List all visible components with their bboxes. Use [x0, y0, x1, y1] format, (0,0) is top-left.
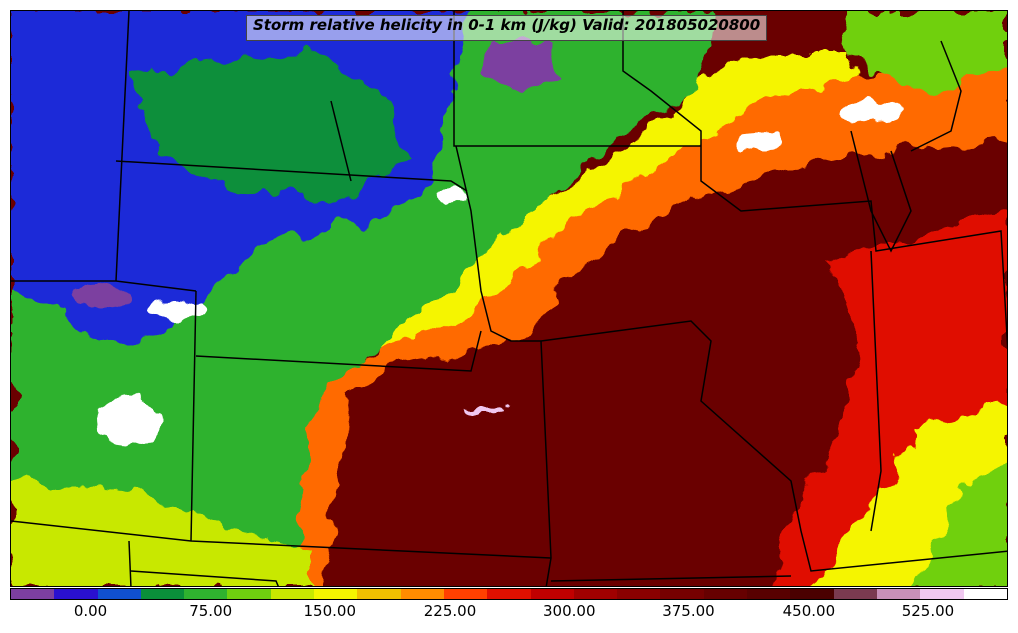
- colorbar-swatch: [747, 589, 791, 599]
- state-boundaries: [11, 11, 1007, 586]
- colorbar: [10, 588, 1008, 600]
- colorbar-swatch: [920, 589, 964, 599]
- colorbar-swatch: [660, 589, 704, 599]
- colorbar-swatch: [833, 589, 877, 599]
- colorbar-tick-label: 75.00: [189, 602, 233, 620]
- colorbar-tick-label: 525.00: [901, 602, 955, 620]
- patch-purple-north: [481, 41, 561, 91]
- colorbar-swatch: [140, 589, 185, 599]
- field-se-green: [912, 461, 1007, 586]
- patch-pink-ks: [464, 407, 508, 415]
- colorbar-swatch: [184, 589, 228, 599]
- patch-purple-west: [73, 284, 129, 308]
- colorbar-tick-label: 0.00: [73, 602, 108, 620]
- colorbar-tick-label: 150.00: [303, 602, 357, 620]
- colorbar-swatch: [530, 589, 574, 599]
- patch-white-west: [97, 395, 161, 447]
- colorbar-swatch: [270, 589, 315, 599]
- patch-white-nw: [148, 301, 204, 321]
- field-ne-green: [841, 11, 1007, 91]
- map-title: Storm relative helicity in 0-1 km (J/kg)…: [246, 15, 768, 41]
- patch-white-ne3: [437, 186, 465, 206]
- colorbar-tick-label: 450.00: [782, 602, 836, 620]
- field-dark-green: [131, 51, 411, 201]
- colorbar-swatch: [227, 589, 271, 599]
- colorbar-swatch: [357, 589, 401, 599]
- colorbar-swatch: [11, 589, 55, 599]
- field-orange: [291, 71, 1007, 586]
- helicity-map: [11, 11, 1007, 586]
- colorbar-swatch: [790, 589, 834, 599]
- colorbar-swatch: [703, 589, 748, 599]
- colorbar-tick-label: 300.00: [543, 602, 596, 620]
- colorbar-swatch: [314, 589, 358, 599]
- patch-white-ne: [841, 99, 901, 123]
- map-panel: [10, 10, 1008, 587]
- colorbar-tick-label: 225.00: [423, 602, 477, 620]
- field-sw-yellow: [11, 481, 311, 586]
- colorbar-swatch: [617, 589, 661, 599]
- colorbar-swatch: [876, 589, 921, 599]
- colorbar-swatch: [400, 589, 444, 599]
- patch-white-ne2: [737, 131, 785, 151]
- colorbar-swatch: [487, 589, 531, 599]
- colorbar-swatch: [97, 589, 141, 599]
- colorbar-swatch: [963, 589, 1007, 599]
- colorbar-tick-label: 375.00: [662, 602, 715, 620]
- colorbar-swatch: [54, 589, 98, 599]
- colorbar-swatch: [573, 589, 618, 599]
- colorbar-swatch: [443, 589, 488, 599]
- colorbar-tick-labels: 0.00 75.00 150.00 225.00 300.00 375.00 450.00 5…: [10, 602, 1008, 626]
